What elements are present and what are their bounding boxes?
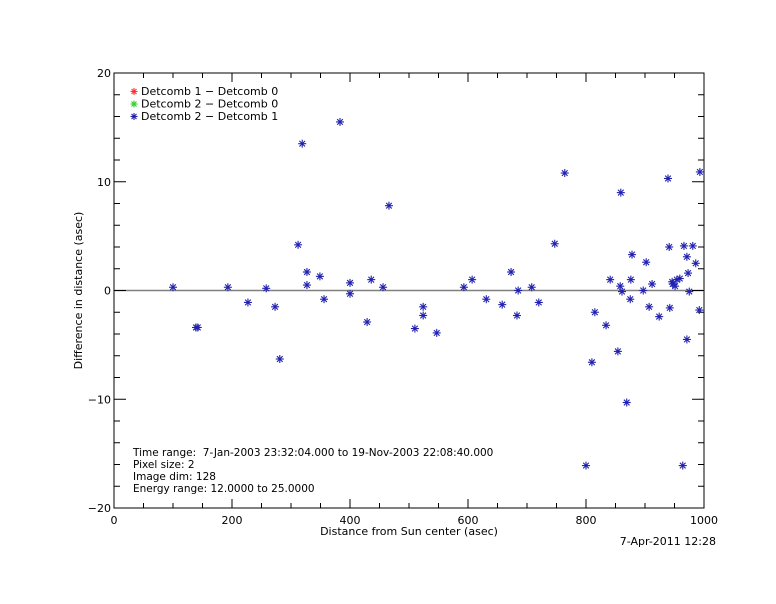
asterisk-marker [498, 300, 507, 309]
asterisk-marker [432, 328, 441, 337]
data-points [169, 117, 704, 470]
y-tick-label: −10 [88, 393, 111, 406]
asterisk-marker [419, 302, 428, 311]
asterisk-marker [682, 252, 691, 261]
asterisk-marker [665, 243, 674, 251]
x-tick-label: 800 [576, 514, 597, 527]
asterisk-marker [367, 275, 376, 284]
asterisk-marker [419, 311, 428, 320]
asterisk-marker [685, 287, 694, 296]
asterisk-marker [582, 461, 590, 470]
annotation-block: Time range: 7-Jan-2003 23:32:04.000 to 1… [132, 447, 493, 495]
asterisk-marker [275, 355, 284, 364]
asterisk-marker [130, 113, 138, 120]
asterisk-marker [130, 100, 138, 108]
asterisk-marker [655, 312, 664, 321]
asterisk-marker [665, 303, 674, 312]
legend-entry-label: Detcomb 2 − Detcomb 0 [141, 98, 278, 111]
asterisk-marker [671, 282, 680, 291]
asterisk-marker [664, 174, 673, 183]
legend-entry-label: Detcomb 2 − Detcomb 1 [141, 110, 278, 123]
asterisk-marker [193, 323, 202, 332]
asterisk-marker [262, 284, 271, 293]
x-tick-label: 200 [222, 514, 243, 527]
x-tick-label: 1000 [690, 514, 718, 527]
asterisk-marker [616, 188, 625, 197]
legend-entry-label: Detcomb 1 − Detcomb 0 [141, 85, 278, 98]
asterisk-marker [617, 287, 626, 296]
asterisk-marker [315, 272, 324, 281]
asterisk-marker [695, 306, 704, 315]
asterisk-marker [695, 167, 704, 176]
asterisk-marker [602, 321, 611, 330]
timestamp: 7-Apr-2011 12:28 [620, 535, 716, 548]
asterisk-marker [482, 295, 491, 304]
asterisk-marker [294, 240, 303, 249]
axis-tick-labels: 0 200 400 600 800 1000 −20 −10 0 10 20 [88, 67, 718, 527]
asterisk-marker [346, 289, 354, 298]
annotation-line: Energy range: 12.0000 to 25.0000 [133, 483, 315, 495]
asterisk-marker [622, 398, 631, 407]
asterisk-marker [335, 117, 344, 126]
asterisk-marker [512, 311, 521, 320]
asterisk-marker [678, 461, 687, 470]
y-tick-label: −20 [88, 502, 111, 515]
asterisk-marker [459, 283, 468, 292]
asterisk-marker [688, 241, 697, 250]
asterisk-marker [628, 250, 637, 259]
asterisk-marker [684, 269, 693, 278]
asterisk-marker [130, 88, 138, 95]
asterisk-marker [534, 298, 543, 307]
annotation-line: Pixel size: 2 [133, 459, 195, 471]
x-tick-label: 0 [111, 514, 118, 527]
asterisk-marker [639, 286, 648, 295]
asterisk-marker [507, 268, 516, 277]
asterisk-marker [645, 302, 654, 311]
asterisk-marker [410, 324, 419, 333]
asterisk-marker [606, 275, 615, 284]
annotation-line: Time range: 7-Jan-2003 23:32:04.000 to 1… [132, 447, 493, 459]
asterisk-marker [616, 282, 625, 291]
asterisk-marker [243, 298, 252, 307]
y-tick-label: 10 [97, 176, 111, 189]
asterisk-marker [298, 139, 307, 148]
asterisk-marker [271, 302, 280, 311]
asterisk-marker [379, 283, 388, 292]
x-tick-label: 400 [340, 514, 361, 527]
asterisk-marker [527, 283, 536, 292]
asterisk-marker [302, 281, 311, 290]
asterisk-marker [682, 335, 691, 344]
asterisk-marker [363, 318, 372, 327]
asterisk-marker [691, 259, 700, 268]
asterisk-marker [302, 268, 311, 277]
asterisk-marker [223, 283, 232, 292]
asterisk-marker [590, 308, 599, 317]
asterisk-marker [468, 275, 477, 284]
asterisk-marker [346, 278, 354, 287]
asterisk-marker [648, 279, 657, 288]
asterisk-marker [626, 275, 635, 284]
axis-ticks [113, 72, 705, 509]
asterisk-marker [626, 295, 635, 304]
asterisk-marker [613, 347, 622, 356]
asterisk-marker [679, 241, 688, 250]
y-tick-label: 20 [97, 67, 111, 80]
annotation-line: Image dim: 128 [133, 471, 216, 483]
asterisk-marker [560, 169, 569, 178]
asterisk-marker [514, 286, 523, 295]
asterisk-marker [587, 358, 596, 367]
asterisk-marker [642, 258, 651, 267]
asterisk-marker [320, 295, 329, 304]
y-tick-label: 0 [104, 285, 111, 298]
x-tick-label: 600 [458, 514, 479, 527]
asterisk-marker [169, 283, 177, 292]
asterisk-marker [384, 201, 393, 210]
x-axis-title: Distance from Sun center (asec) [320, 525, 498, 538]
y-axis-title: Difference in distance (asec) [72, 212, 85, 370]
asterisk-marker [675, 274, 684, 283]
asterisk-marker [550, 239, 559, 248]
